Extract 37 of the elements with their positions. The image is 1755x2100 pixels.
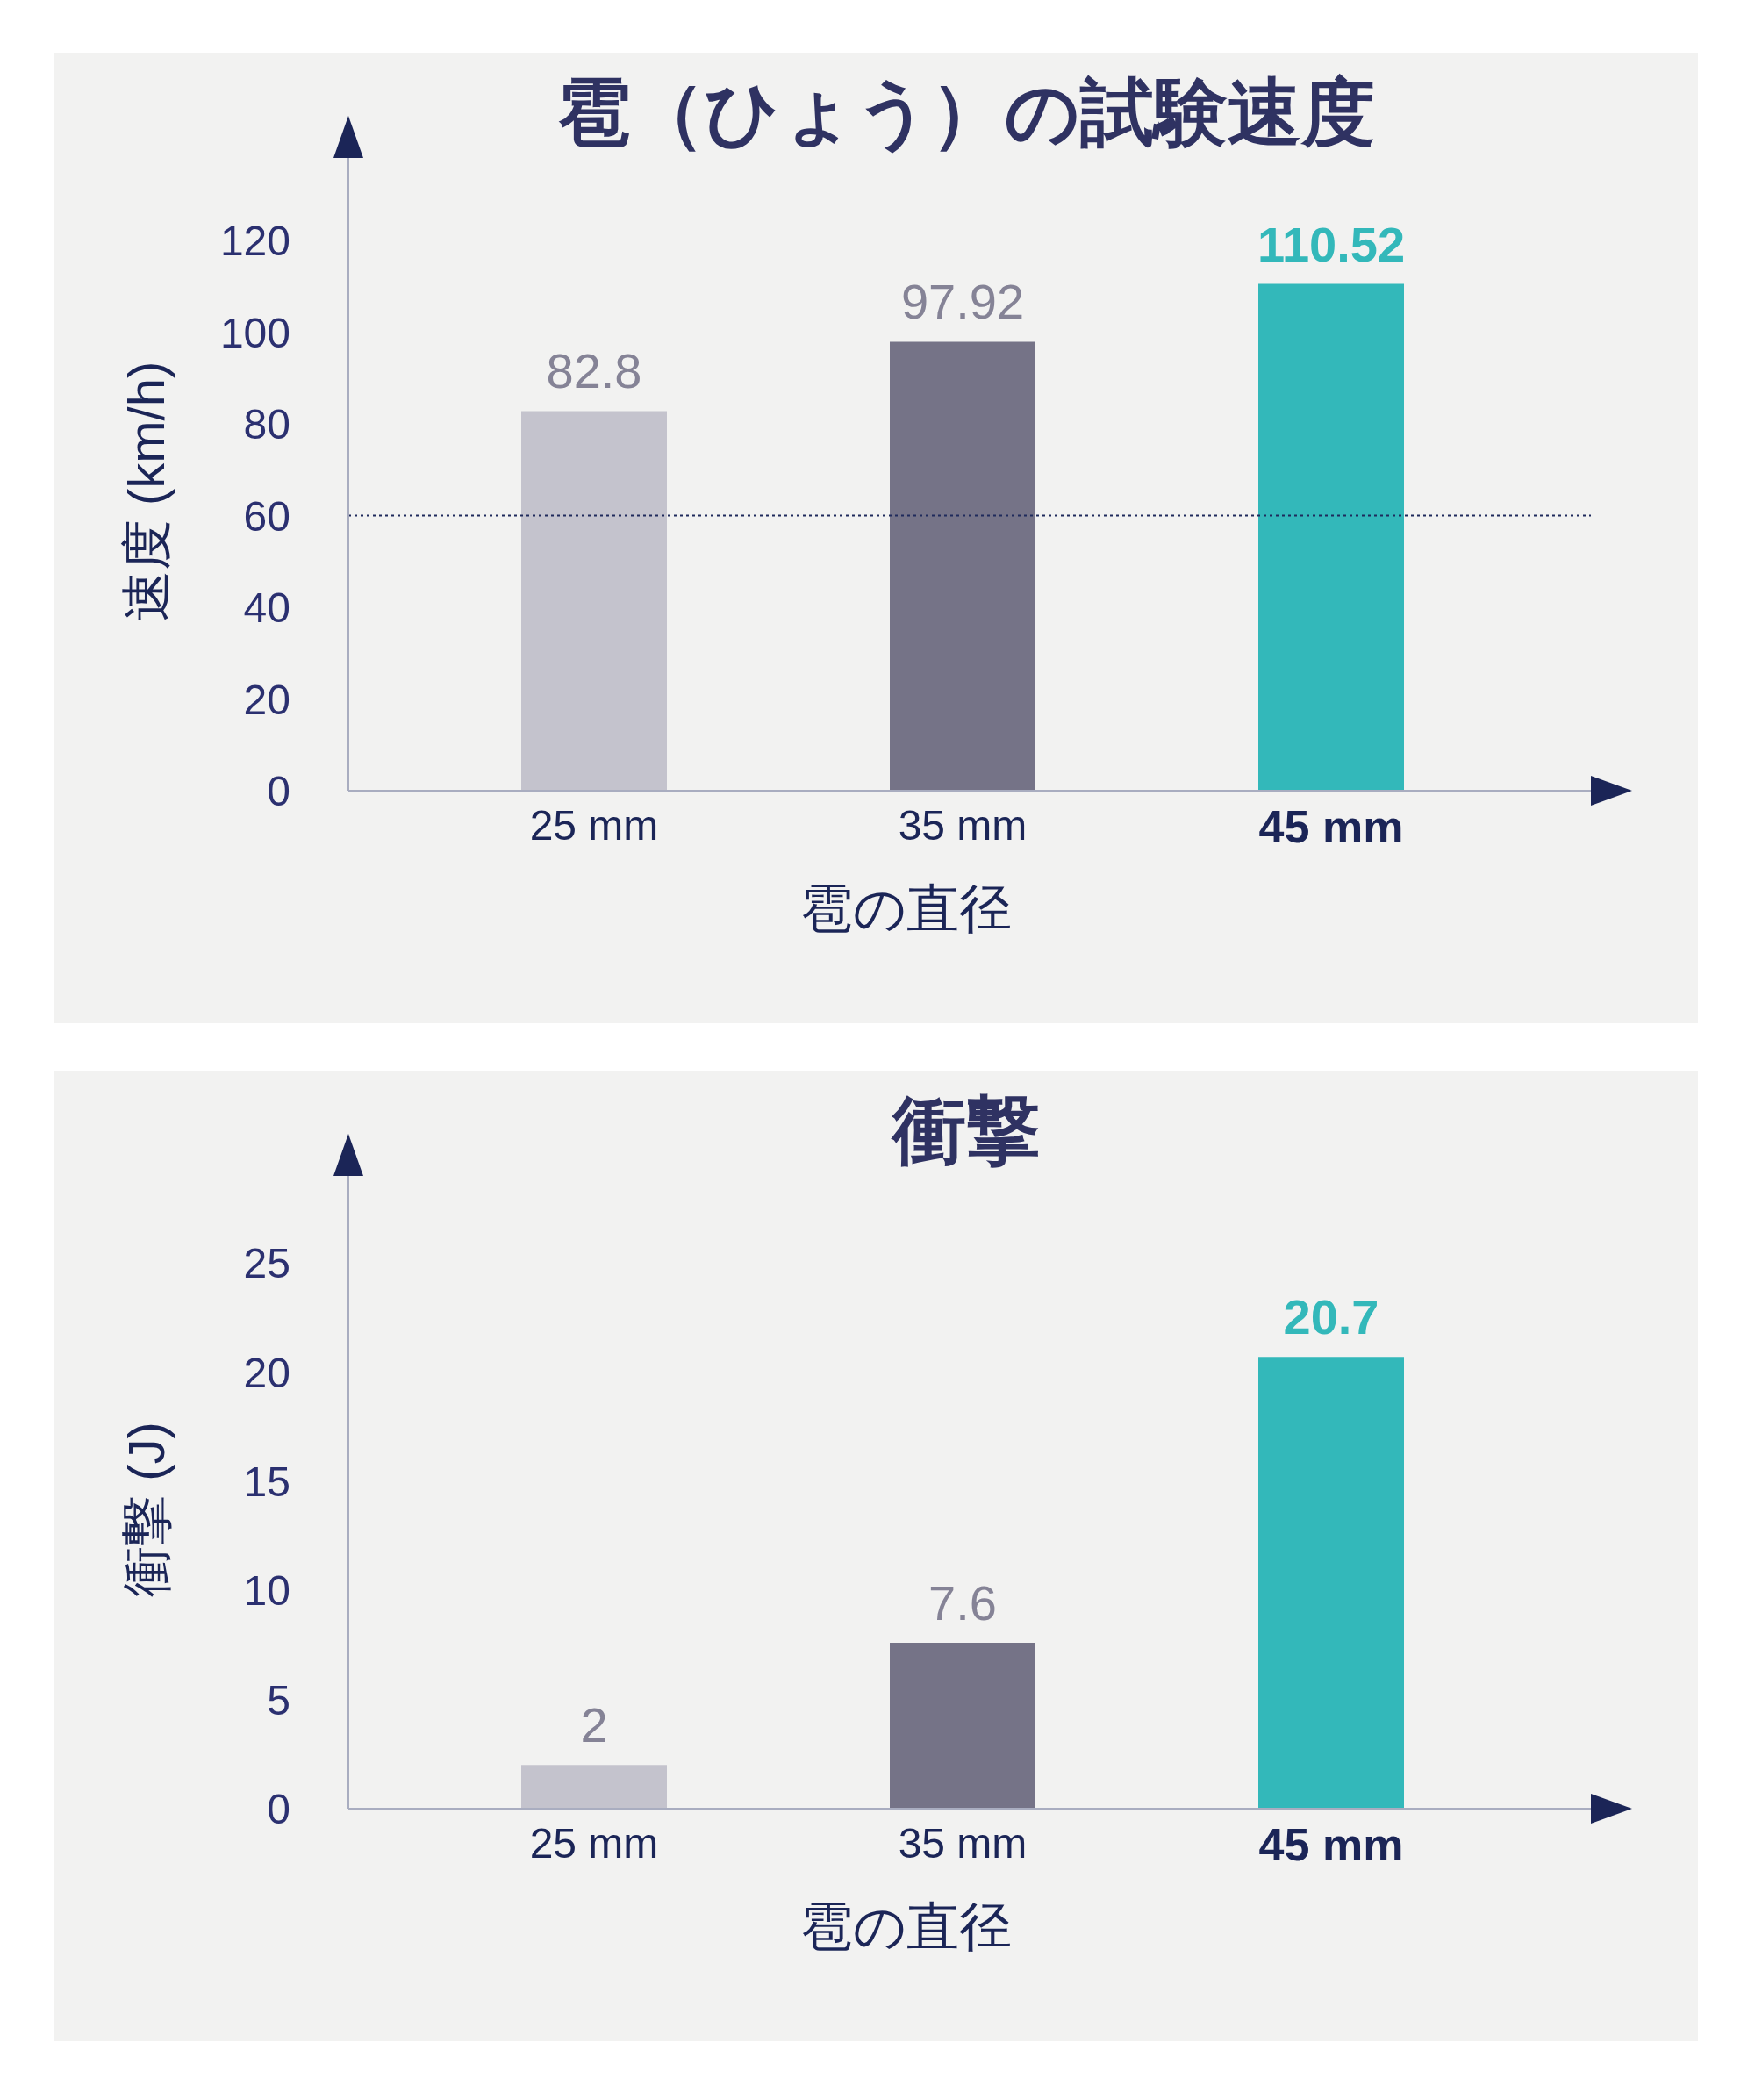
y-tick-label: 20 [243,676,290,723]
data-label: 110.52 [1257,216,1406,272]
y-tick-label: 80 [243,401,290,448]
bar [521,411,667,791]
x-tick-label: 45 mm [1258,801,1404,852]
y-tick-label: 40 [243,584,290,632]
chart-title: 雹（ひょう）の試験速度 [557,70,1375,154]
chart-title: 衝撃 [892,1088,1040,1172]
x-axis-title: 雹の直径 [799,1897,1012,1956]
x-axis-title: 雹の直径 [799,879,1012,938]
bar [521,1765,667,1809]
y-tick-label: 60 [243,492,290,540]
data-label: 82.8 [546,343,642,399]
y-tick-label: 0 [267,768,290,815]
y-axis-title: 衝撃 (J) [118,1422,176,1597]
y-tick-label: 25 [243,1240,290,1287]
y-tick-label: 15 [243,1459,290,1506]
y-tick-label: 0 [267,1786,290,1833]
x-tick-label: 45 mm [1258,1819,1404,1870]
data-label: 20.7 [1283,1289,1379,1345]
bar [1258,283,1404,791]
y-tick-label: 100 [219,309,290,356]
data-label: 7.6 [928,1575,997,1631]
y-axis-title: 速度 (km/h) [118,361,176,622]
y-tick-label: 5 [267,1676,290,1724]
x-tick-label: 35 mm [898,802,1028,849]
x-tick-label: 25 mm [529,802,659,849]
x-tick-label: 35 mm [898,1820,1028,1867]
data-label: 2 [580,1697,608,1753]
y-tick-label: 10 [243,1567,290,1615]
x-tick-label: 25 mm [529,1820,659,1867]
data-label: 97.92 [900,274,1025,330]
y-tick-label: 120 [219,218,290,265]
y-tick-label: 20 [243,1349,290,1396]
bar [1258,1357,1404,1809]
bar [890,1643,1035,1809]
bar [890,341,1035,791]
